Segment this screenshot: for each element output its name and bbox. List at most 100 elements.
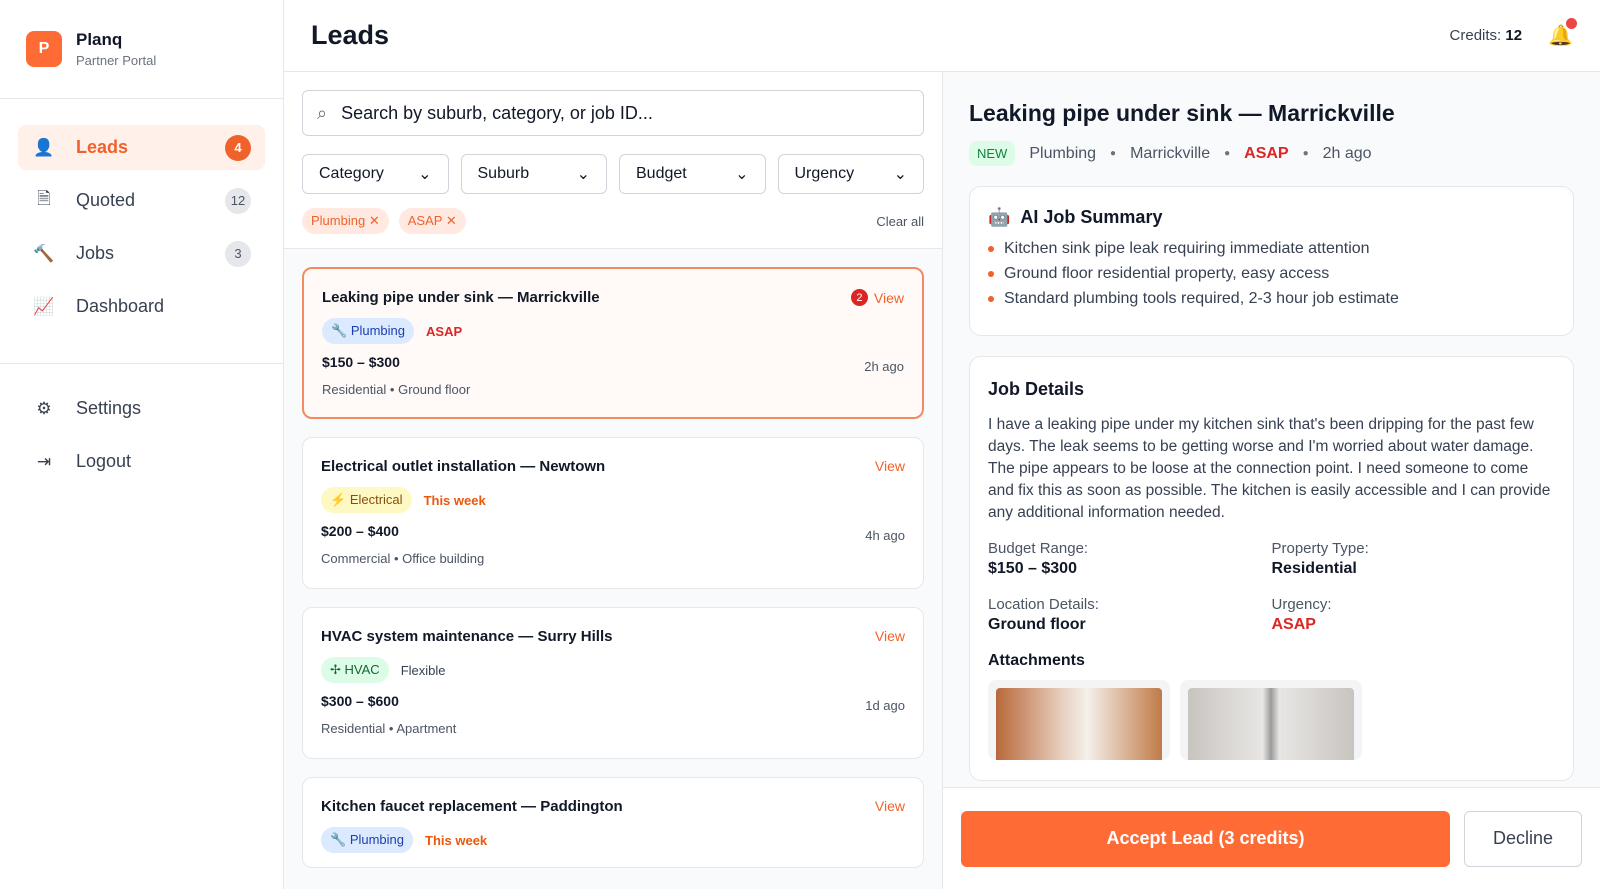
close-icon[interactable]: ✕ (368, 213, 380, 228)
view-link[interactable]: View (875, 628, 905, 644)
decline-button[interactable]: Decline (1464, 810, 1582, 867)
sidebar-item-label: Settings (76, 398, 142, 418)
posted-age: 4h ago (865, 528, 905, 543)
credits-value: 12 (1505, 27, 1523, 44)
attachments-title: Attachments (988, 652, 1085, 669)
brand-logo: P (26, 31, 62, 67)
lead-card[interactable]: Leaking pipe under sink — Marrickville 2… (302, 267, 924, 419)
budget-select[interactable]: Budget ⌄ (619, 154, 766, 194)
close-icon[interactable]: ✕ (445, 213, 457, 228)
main-nav: 👤 Leads 4 🗎 Quoted 12 🔨 Jobs 3 📈 Dashboard (0, 99, 283, 364)
lead-card[interactable]: HVAC system maintenance — Surry Hills Vi… (302, 607, 924, 759)
category-select[interactable]: Category ⌄ (302, 154, 449, 194)
lead-title: HVAC system maintenance — Surry Hills (321, 628, 613, 645)
category-label: Electrical (349, 492, 403, 507)
summary-point: Standard plumbing tools required, 2-3 ho… (988, 290, 1555, 308)
category-tag: 🔧 Plumbing (321, 827, 414, 853)
category-label: Plumbing (349, 832, 405, 847)
view-link[interactable]: View (875, 458, 905, 474)
category-tag: ⚡ Electrical (321, 487, 412, 513)
brand-name: Planq (76, 30, 123, 49)
hammer-icon: 🔨 (33, 243, 55, 263)
view-label: View (874, 628, 905, 644)
notification-dot (1566, 18, 1577, 29)
search-placeholder: Search by suburb, category, or job ID... (341, 102, 653, 123)
view-label: View (874, 798, 905, 814)
credits-display: Credits: 12 (1450, 27, 1523, 44)
suburb-select[interactable]: Suburb ⌄ (460, 154, 607, 194)
detail-suburb: Marrickville (1130, 144, 1211, 162)
attachment-thumbnail[interactable] (988, 680, 1170, 760)
credits-label: Credits: (1449, 27, 1502, 44)
search-icon: ⌕ (317, 102, 328, 123)
job-details-title: Job Details (988, 379, 1085, 399)
sidebar-item-jobs[interactable]: 🔨 Jobs 3 (18, 231, 265, 276)
filters: ⌕ Search by suburb, category, or job ID..… (284, 72, 942, 249)
page-title: Leads (311, 20, 390, 50)
pipe-photo (996, 688, 1162, 760)
detail-category: Plumbing (1029, 144, 1097, 162)
secondary-nav: ⚙ Settings ⇥ Logout (0, 364, 283, 514)
search-input[interactable]: ⌕ Search by suburb, category, or job ID..… (302, 90, 924, 136)
gear-icon: ⚙ (36, 398, 52, 418)
chip-label: Plumbing (311, 213, 366, 228)
user-plus-icon: 👤 (33, 137, 55, 157)
chevron-down-icon: ⌄ (893, 166, 907, 183)
sidebar-item-settings[interactable]: ⚙ Settings (18, 386, 265, 431)
sidebar-item-leads[interactable]: 👤 Leads 4 (18, 125, 265, 170)
logout-icon: ⇥ (36, 451, 52, 471)
wrench-icon: 🔧 (330, 832, 347, 847)
notifications-button[interactable]: 🔔 (1548, 18, 1577, 48)
view-link[interactable]: View (875, 798, 905, 814)
category-label: HVAC (344, 662, 380, 677)
sidebar-item-label: Quoted (76, 190, 136, 210)
chip-label: ASAP (407, 213, 443, 228)
field-label: Property Type: (1271, 540, 1369, 557)
ai-summary-title: AI Job Summary (1020, 207, 1163, 227)
select-label: Category (319, 165, 384, 182)
price-range: $150 – $300 (322, 354, 400, 370)
brand-subtitle: Partner Portal (76, 53, 157, 68)
accept-lead-button[interactable]: Accept Lead (3 credits) (961, 810, 1450, 867)
leads-list-panel: ⌕ Search by suburb, category, or job ID..… (284, 72, 942, 889)
sidebar-item-quoted[interactable]: 🗎 Quoted 12 (18, 178, 265, 223)
lead-detail-panel: Leaking pipe under sink — Marrickville N… (942, 72, 1600, 889)
sidebar-item-label: Leads (76, 137, 129, 157)
leads-count-badge: 4 (225, 134, 251, 161)
chevron-down-icon: ⌄ (735, 166, 749, 183)
job-description: I have a leaking pipe under my kitchen s… (988, 416, 1551, 521)
summary-point: Ground floor residential property, easy … (988, 265, 1555, 283)
select-label: Budget (636, 165, 687, 182)
filter-chip-asap[interactable]: ASAP ✕ (398, 208, 466, 234)
urgency-label: This week (425, 832, 488, 848)
lead-card[interactable]: Kitchen faucet replacement — Paddington … (302, 777, 924, 868)
lead-meta: Residential • Apartment (321, 721, 457, 736)
lead-title: Leaking pipe under sink — Marrickville (322, 289, 600, 306)
unread-badge: 2 (850, 289, 868, 306)
field-value: ASAP (1271, 616, 1316, 633)
lead-title: Kitchen faucet replacement — Paddington (321, 798, 623, 815)
attachment-thumbnail[interactable] (1180, 680, 1362, 760)
sidebar-item-dashboard[interactable]: 📈 Dashboard (18, 284, 265, 329)
select-label: Urgency (794, 165, 855, 182)
sidebar-item-label: Logout (76, 451, 132, 471)
ai-summary-card: 🤖 AI Job Summary Kitchen sink pipe leak r… (969, 186, 1574, 336)
urgency-select[interactable]: Urgency ⌄ (777, 154, 924, 194)
chevron-down-icon: ⌄ (576, 166, 590, 183)
lead-title: Electrical outlet installation — Newtown (321, 458, 606, 475)
sidebar-item-label: Dashboard (76, 296, 165, 316)
chevron-down-icon: ⌄ (418, 166, 432, 183)
field-label: Urgency: (1271, 596, 1332, 613)
sidebar-item-logout[interactable]: ⇥ Logout (18, 439, 265, 484)
fan-icon: ✢ (330, 662, 341, 677)
filter-chip-plumbing[interactable]: Plumbing ✕ (302, 208, 389, 234)
top-header: Leads Credits: 12 🔔 (284, 0, 1600, 72)
urgency-label: ASAP (426, 323, 463, 339)
clear-all-link[interactable]: Clear all (876, 213, 924, 229)
jobs-count-badge: 3 (225, 240, 251, 267)
view-link[interactable]: 2 View (850, 289, 904, 306)
lead-card[interactable]: Electrical outlet installation — Newtown… (302, 437, 924, 589)
detail-age: 2h ago (1322, 144, 1372, 162)
sidebar-item-label: Jobs (76, 243, 115, 263)
job-details-card: Job Details I have a leaking pipe under … (969, 356, 1574, 781)
